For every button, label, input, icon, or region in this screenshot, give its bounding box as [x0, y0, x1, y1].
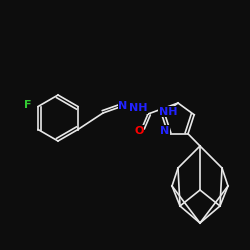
Text: NH: NH [129, 103, 147, 113]
Text: F: F [24, 100, 32, 110]
Text: N: N [118, 101, 128, 111]
Text: O: O [134, 126, 144, 136]
Text: N: N [160, 126, 170, 136]
Text: NH: NH [158, 107, 177, 117]
